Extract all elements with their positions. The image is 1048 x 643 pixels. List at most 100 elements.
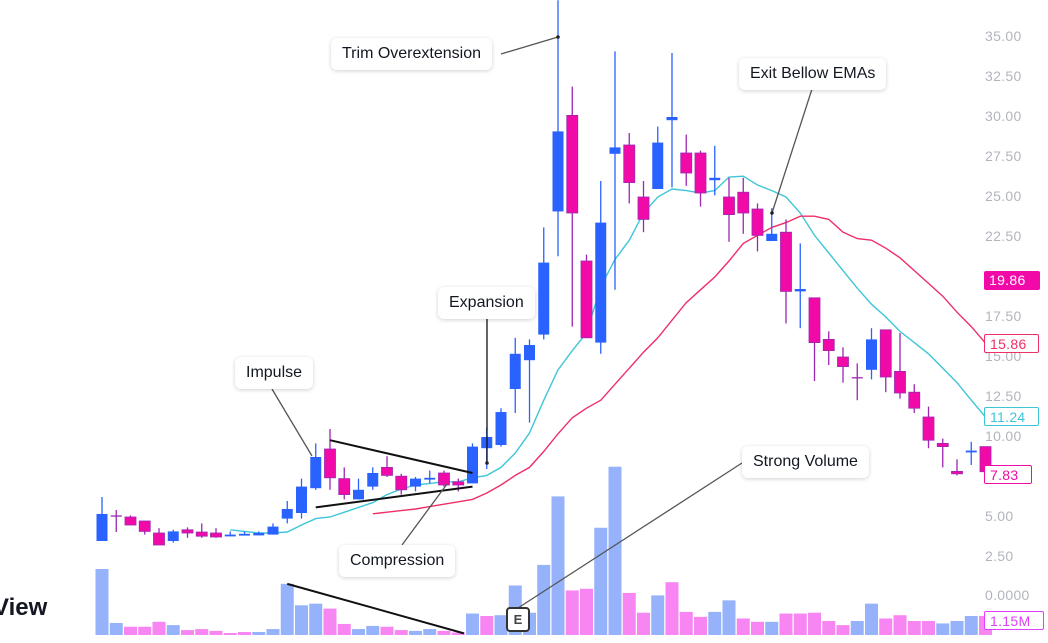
- candle: [623, 133, 636, 204]
- volume-bar: [836, 625, 850, 635]
- candle: [595, 181, 607, 354]
- volume-bar: [808, 612, 821, 635]
- annotation-strong-volume[interactable]: Strong Volume: [742, 446, 869, 478]
- trendlines[interactable]: [286, 439, 473, 635]
- candle: [936, 438, 949, 468]
- price-axis-tick: 22.50: [985, 228, 1022, 244]
- candle-body: [381, 466, 393, 476]
- candle-body: [395, 475, 408, 491]
- volume-bar: [124, 626, 137, 635]
- candle-body: [167, 531, 179, 541]
- candle: [709, 145, 721, 196]
- trim-pointer-line: [500, 36, 559, 55]
- volume-bar: [309, 603, 323, 635]
- candle: [138, 520, 151, 535]
- candle: [751, 203, 764, 252]
- candle: [666, 53, 678, 188]
- exit-pointer-line: [771, 88, 813, 214]
- volume-bar: [580, 588, 593, 635]
- candle-body: [467, 446, 478, 484]
- candle: [822, 331, 835, 365]
- candle: [922, 406, 935, 449]
- candle-body: [766, 233, 778, 241]
- price-axis-tick: 10.00: [985, 428, 1022, 444]
- candle-body: [353, 489, 364, 500]
- candle-body: [452, 481, 465, 486]
- volume-bar: [551, 496, 565, 635]
- candle: [694, 150, 707, 207]
- volume-bar: [466, 613, 479, 635]
- candle-body: [751, 208, 764, 236]
- volume-bar: [751, 621, 764, 635]
- volume-bar: [266, 629, 280, 635]
- trendline: [329, 439, 473, 474]
- ema-slow-line: [372, 215, 987, 515]
- volume-bar: [865, 603, 878, 635]
- volume-bar: [152, 621, 166, 635]
- candle: [124, 515, 137, 526]
- candle: [652, 126, 664, 189]
- volume-bar: [793, 613, 807, 635]
- candle-body: [723, 196, 735, 216]
- exit-anchor-dot: [770, 211, 774, 215]
- candle: [338, 467, 351, 500]
- candle-body: [680, 152, 693, 174]
- volume-bar: [295, 605, 308, 635]
- callout-pointers: [271, 35, 813, 609]
- annotation-expansion[interactable]: Expansion: [438, 287, 535, 319]
- candle-body: [438, 472, 450, 486]
- volume-bar: [166, 625, 180, 635]
- volume-bar: [394, 630, 408, 635]
- volume-bar: [423, 629, 437, 635]
- candle: [167, 529, 179, 543]
- candle: [467, 443, 478, 484]
- tradingview-logo[interactable]: View: [0, 594, 48, 621]
- volume-bar: [223, 633, 237, 635]
- annotation-compression[interactable]: Compression: [339, 545, 456, 577]
- candle: [879, 329, 892, 393]
- volume-bar: [822, 620, 836, 635]
- candle: [609, 51, 621, 290]
- candle-body: [424, 477, 436, 480]
- candle-body: [595, 222, 607, 343]
- candle-body: [96, 513, 108, 541]
- annotation-exit-below-emas[interactable]: Exit Bellow EMAs: [739, 58, 887, 90]
- candle-body: [652, 142, 664, 189]
- candle-body: [552, 131, 564, 212]
- candle-body: [324, 448, 336, 479]
- volume-bar: [893, 615, 907, 635]
- impulse-pointer-line: [271, 388, 313, 457]
- candle: [210, 528, 222, 538]
- candle-body: [224, 534, 236, 537]
- candle: [224, 531, 236, 537]
- candle: [367, 467, 379, 490]
- annotation-trim-overextension[interactable]: Trim Overextension: [331, 38, 492, 70]
- candle: [110, 509, 122, 533]
- volume-bar: [480, 616, 494, 635]
- candle-body: [951, 470, 963, 475]
- price-axis-tick: 25.00: [985, 188, 1022, 204]
- candle: [410, 477, 421, 492]
- earnings-marker[interactable]: E: [506, 607, 530, 632]
- candle-body: [637, 196, 650, 220]
- volume-bar: [765, 621, 779, 635]
- volume-bar: [409, 630, 422, 635]
- candle: [509, 337, 521, 413]
- candle: [637, 181, 650, 233]
- price-axis-tick: 17.50: [985, 308, 1022, 324]
- volume-bar: [252, 632, 266, 635]
- volume-bar: [722, 600, 736, 635]
- candle-body: [296, 486, 307, 513]
- candle: [310, 443, 322, 490]
- volume-bar: [565, 590, 579, 635]
- annotation-impulse[interactable]: Impulse: [235, 357, 314, 389]
- volume-bar: [665, 582, 679, 635]
- candle-body: [239, 533, 250, 536]
- candle-body: [253, 533, 265, 536]
- candle-body: [794, 289, 806, 292]
- candle: [851, 363, 863, 401]
- candle: [780, 219, 792, 324]
- volume-bar: [238, 632, 251, 635]
- candle: [353, 478, 364, 500]
